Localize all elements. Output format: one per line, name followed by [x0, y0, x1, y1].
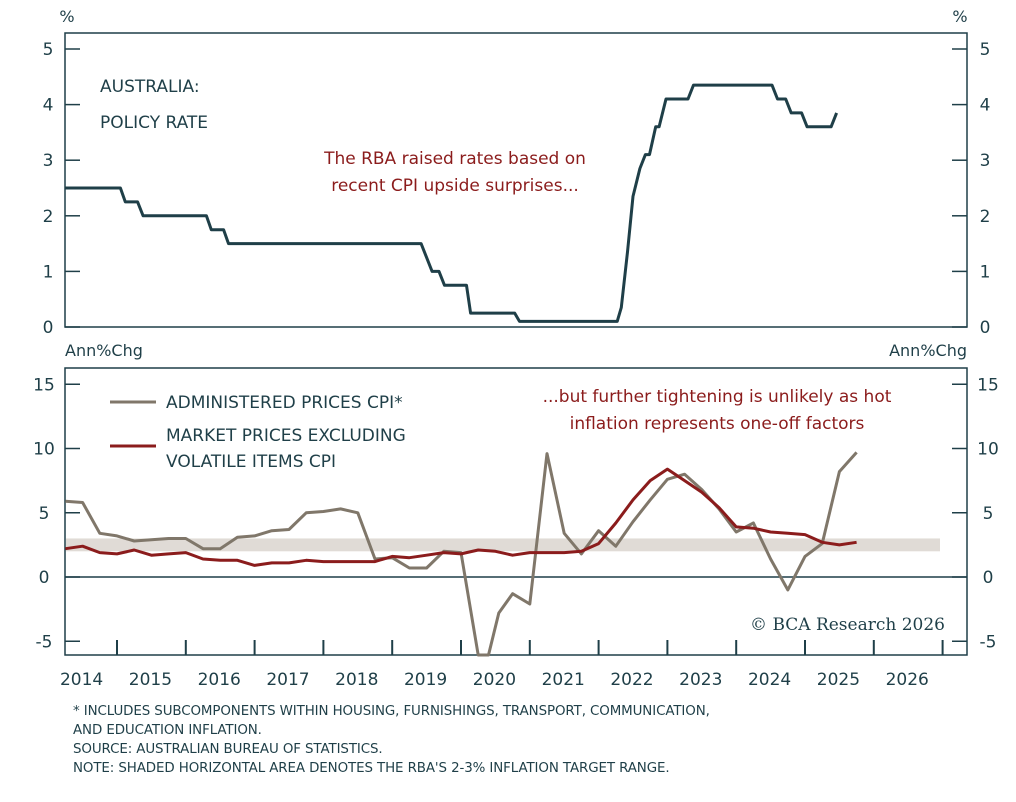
top-right-tick-label: 4 — [980, 96, 991, 116]
bottom-right-tick-label: 15 — [977, 375, 999, 395]
top-panel: % % 0 01 12 23 34 45 5 AUSTRALIA: POLICY RATE … — [43, 7, 991, 360]
top-panel-title-line-1: AUSTRALIA: — [100, 77, 200, 97]
top-right-tick-label: 3 — [980, 151, 991, 171]
bottom-right-tick-label: 5 — [983, 504, 994, 524]
legend-label-market-line-1: MARKET PRICES EXCLUDING — [166, 426, 406, 446]
chart-canvas: % % 0 01 12 23 34 45 5 AUSTRALIA: POLICY RATE … — [33, 7, 999, 690]
market-prices-line — [65, 467, 857, 567]
bottom-left-unit-label: Ann%Chg — [65, 341, 143, 360]
top-left-tick-label: 0 — [43, 318, 54, 338]
top-y-axis: 0 0 1 1 2 2 3 3 4 4 5 5 — [43, 40, 991, 338]
top-left-tick-label: 4 — [43, 96, 54, 116]
bottom-right-tick-label: -5 — [980, 632, 997, 652]
bottom-left-tick-label: 10 — [33, 440, 55, 460]
top-right-tick-label: 2 — [980, 207, 991, 227]
top-left-tick-label: 2 — [43, 207, 54, 227]
top-right-tick-label: 0 — [980, 318, 991, 338]
bottom-left-tick-label: -5 — [36, 632, 53, 652]
bottom-plot-frame — [64, 367, 968, 656]
x-tick-label: 2016 — [198, 670, 241, 690]
bottom-y-axis: -5 -5 0 0 5 5 10 10 15 15 — [33, 375, 999, 652]
x-tick-label: 2022 — [610, 670, 653, 690]
legend-label-administered: ADMINISTERED PRICES CPI* — [166, 393, 403, 413]
bottom-left-tick-label: 0 — [39, 568, 50, 588]
footnotes: * INCLUDES SUBCOMPONENTS WITHIN HOUSING,… — [73, 702, 710, 778]
x-tick-label: 2015 — [129, 670, 172, 690]
x-tick-label: 2018 — [335, 670, 378, 690]
x-tick-label: 2023 — [679, 670, 722, 690]
x-tick-label: 2014 — [60, 670, 103, 690]
top-right-unit-label: % — [952, 7, 967, 26]
bottom-right-tick-label: 0 — [983, 568, 994, 588]
top-left-tick-label: 1 — [43, 262, 54, 282]
top-plot-frame — [64, 32, 968, 328]
top-left-unit-label: % — [59, 7, 74, 26]
top-panel-title-line-2: POLICY RATE — [100, 113, 208, 133]
policy-rate-line — [64, 83, 838, 323]
top-annotation-line-1: The RBA raised rates based on — [323, 149, 586, 169]
bottom-left-tick-label: 5 — [39, 504, 50, 524]
bottom-left-tick-label: 15 — [33, 375, 55, 395]
x-tick-label: 2026 — [886, 670, 929, 690]
bottom-annotation-line-2: inflation represents one-off factors — [570, 414, 865, 434]
top-left-tick-label: 3 — [43, 151, 54, 171]
legend: ADMINISTERED PRICES CPI* MARKET PRICES E… — [110, 393, 406, 472]
bottom-right-tick-label: 10 — [977, 440, 999, 460]
top-right-tick-label: 1 — [980, 262, 991, 282]
copyright-label: © BCA Research 2026 — [750, 615, 945, 635]
x-axis: 2014 2015 2016 2017 2018 2019 2020 2021 2022 2023… — [60, 640, 944, 690]
footnote-line-4: NOTE: SHADED HORIZONTAL AREA DENOTES THE… — [73, 761, 670, 776]
footnote-line-1: * INCLUDES SUBCOMPONENTS WITHIN HOUSING,… — [73, 704, 710, 719]
x-tick-label: 2025 — [817, 670, 860, 690]
footnote-line-3: SOURCE: AUSTRALIAN BUREAU OF STATISTICS. — [73, 742, 383, 757]
x-tick-label: 2019 — [404, 670, 447, 690]
bottom-right-unit-label: Ann%Chg — [889, 341, 967, 360]
x-tick-label: 2017 — [266, 670, 309, 690]
bottom-annotation-line-1: ...but further tightening is unlikely as… — [543, 387, 892, 407]
x-tick-label: 2020 — [473, 670, 516, 690]
top-left-tick-label: 5 — [43, 40, 54, 60]
legend-label-market-line-2: VOLATILE ITEMS CPI — [166, 452, 336, 472]
footnote-line-2: AND EDUCATION INFLATION. — [73, 723, 262, 738]
x-tick-label: 2024 — [748, 670, 791, 690]
top-annotation-line-2: recent CPI upside surprises... — [331, 176, 579, 196]
x-tick-label: 2021 — [542, 670, 585, 690]
inflation-target-band — [66, 538, 940, 552]
top-right-tick-label: 5 — [980, 40, 991, 60]
